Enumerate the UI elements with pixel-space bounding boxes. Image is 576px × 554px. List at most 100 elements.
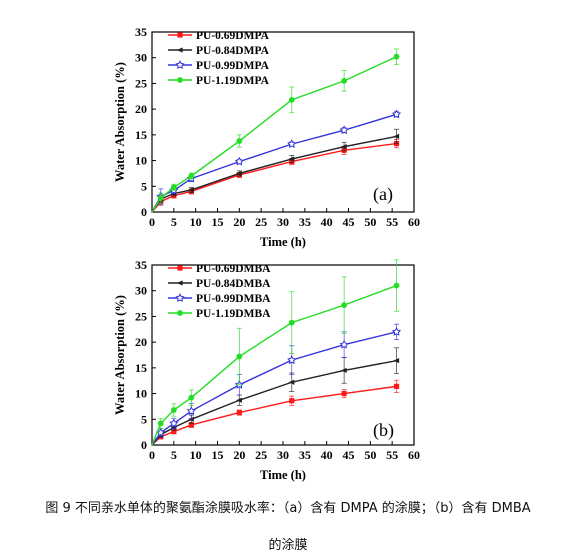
y-tick-label: 5 [141,179,147,193]
x-tick-label: 25 [255,215,267,229]
y-tick-label: 25 [135,76,147,90]
x-tick-label: 40 [321,215,333,229]
y-axis-title: Water Absorption (%) [113,295,127,415]
x-tick-label: 25 [255,448,267,462]
data-point [289,398,295,404]
x-tick-label: 35 [299,215,311,229]
data-point [393,53,400,60]
data-point [391,327,402,336]
x-axis-title: Time (h) [260,235,306,249]
x-tick-label: 15 [212,448,224,462]
data-point [188,394,195,401]
y-tick-label: 25 [135,309,147,323]
x-tick-label: 30 [277,215,289,229]
data-point [287,139,297,149]
x-axis-title: Time (h) [260,468,306,482]
x-tick-label: 50 [364,215,376,229]
legend-marker [177,32,183,38]
panel-label: (b) [373,420,394,441]
y-tick-label: 10 [135,154,147,168]
legend-label: PU-0.69DMBA [196,263,271,275]
data-point [236,410,242,416]
data-point [288,379,295,385]
x-tick-label: 40 [321,448,333,462]
y-axis-title: Water Absorption (%) [113,62,127,182]
legend-label: PU-0.99DMBA [196,293,271,305]
data-point [236,170,242,177]
x-tick-label: 0 [149,448,155,462]
y-tick-label: 10 [135,387,147,401]
data-point [236,353,243,360]
y-tick-label: 15 [135,361,147,375]
legend-label: PU-0.84DMBA [196,278,271,290]
data-point [339,339,349,349]
data-point [341,302,348,309]
data-point [171,429,177,435]
x-tick-label: 55 [386,215,398,229]
data-point [287,355,297,365]
data-point [186,406,196,415]
y-tick-label: 15 [135,128,147,142]
legend-marker [176,280,183,286]
legend-label: PU-0.84DMPA [196,45,270,57]
legend-marker [175,60,185,69]
series-pu-1.19dmba [151,259,400,446]
legend-marker [177,265,183,271]
data-point [288,319,295,326]
data-point [157,195,164,202]
data-point [341,390,347,397]
data-point [339,125,349,135]
x-tick-label: 0 [149,215,155,229]
x-tick-label: 35 [299,448,311,462]
legend-marker [177,310,183,316]
x-tick-label: 15 [212,215,224,229]
legend-label: PU-0.99DMPA [196,60,270,72]
data-point [236,397,242,403]
y-tick-label: 30 [135,284,147,298]
data-point [234,156,244,166]
data-point [391,109,402,119]
data-point [393,133,400,139]
series-pu-0.84dmpa [151,128,400,213]
y-tick-label: 0 [141,438,147,452]
x-tick-label: 30 [277,448,289,462]
x-tick-label: 50 [364,448,376,462]
y-tick-label: 20 [135,102,147,116]
y-tick-label: 35 [135,25,147,39]
data-point [188,187,194,193]
x-tick-label: 5 [171,215,177,229]
series-line [151,359,397,446]
legend-label: PU-1.19DMPA [196,75,270,87]
figure-caption-line-1: 图 9 不同亲水单体的聚氨酯涂膜吸水率：（a）含有 DMPA 的涂膜；（b）含有… [45,501,531,516]
series-line [151,385,397,446]
data-point [341,77,348,84]
data-point [188,416,194,422]
data-point [288,156,295,162]
data-point [341,367,347,374]
x-tick-label: 60 [408,448,420,462]
series-pu-1.19dmpa [151,48,400,213]
data-point [341,144,347,150]
legend-marker [176,47,183,53]
legend-label: PU-0.69DMPA [196,30,270,42]
legend-marker [177,77,183,83]
series-line [151,284,397,446]
x-tick-label: 5 [171,448,177,462]
data-point [288,96,295,103]
y-tick-label: 30 [135,51,147,65]
data-point [170,407,177,413]
series-pu-0.99dmpa [151,109,402,213]
data-point [188,173,195,179]
data-point [393,282,400,289]
data-point [169,418,179,428]
data-point [170,184,177,191]
x-tick-label: 10 [190,215,202,229]
x-tick-label: 45 [343,215,355,229]
panel-label: (a) [373,184,393,205]
legend-label: PU-1.19DMBA [196,308,271,320]
legend-marker [175,293,185,302]
x-tick-label: 60 [408,215,420,229]
data-point [236,138,243,144]
data-point [188,422,194,428]
